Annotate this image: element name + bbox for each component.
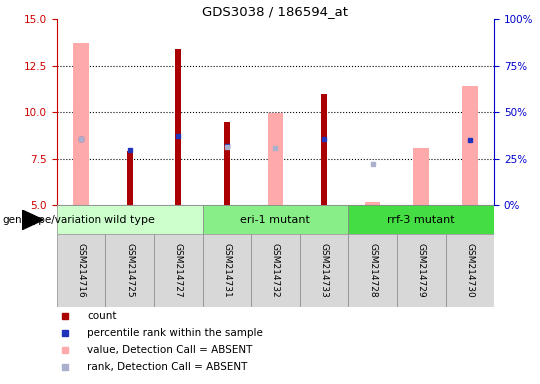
Text: GSM214728: GSM214728 xyxy=(368,243,377,298)
Bar xyxy=(73,43,89,205)
Bar xyxy=(202,234,251,307)
Bar xyxy=(176,49,181,205)
Bar xyxy=(105,234,154,307)
Title: GDS3038 / 186594_at: GDS3038 / 186594_at xyxy=(202,5,348,18)
Text: percentile rank within the sample: percentile rank within the sample xyxy=(87,328,263,338)
Polygon shape xyxy=(22,210,43,230)
Bar xyxy=(224,122,230,205)
Bar xyxy=(57,205,202,234)
Bar xyxy=(348,205,494,234)
Text: eri-1 mutant: eri-1 mutant xyxy=(240,215,310,225)
Text: rank, Detection Call = ABSENT: rank, Detection Call = ABSENT xyxy=(87,362,248,372)
Text: GSM214716: GSM214716 xyxy=(77,243,85,298)
Text: GSM214733: GSM214733 xyxy=(320,243,328,298)
Bar xyxy=(446,234,494,307)
Text: rrf-3 mutant: rrf-3 mutant xyxy=(387,215,455,225)
Text: count: count xyxy=(87,311,117,321)
Bar xyxy=(154,234,202,307)
Bar xyxy=(268,113,283,205)
Bar xyxy=(348,234,397,307)
Text: GSM214731: GSM214731 xyxy=(222,243,231,298)
Text: GSM214727: GSM214727 xyxy=(174,243,183,298)
Bar xyxy=(202,205,348,234)
Text: genotype/variation: genotype/variation xyxy=(3,215,102,225)
Text: GSM214725: GSM214725 xyxy=(125,243,134,298)
Text: GSM214729: GSM214729 xyxy=(417,243,426,298)
Text: value, Detection Call = ABSENT: value, Detection Call = ABSENT xyxy=(87,345,253,355)
Text: wild type: wild type xyxy=(104,215,155,225)
Bar xyxy=(251,234,300,307)
Bar xyxy=(397,234,445,307)
Bar xyxy=(321,94,327,205)
Bar xyxy=(57,234,105,307)
Bar xyxy=(414,148,429,205)
Text: GSM214730: GSM214730 xyxy=(465,243,474,298)
Bar xyxy=(365,202,380,205)
Text: GSM214732: GSM214732 xyxy=(271,243,280,298)
Bar xyxy=(300,234,348,307)
Bar xyxy=(462,86,477,205)
Bar xyxy=(127,151,132,205)
